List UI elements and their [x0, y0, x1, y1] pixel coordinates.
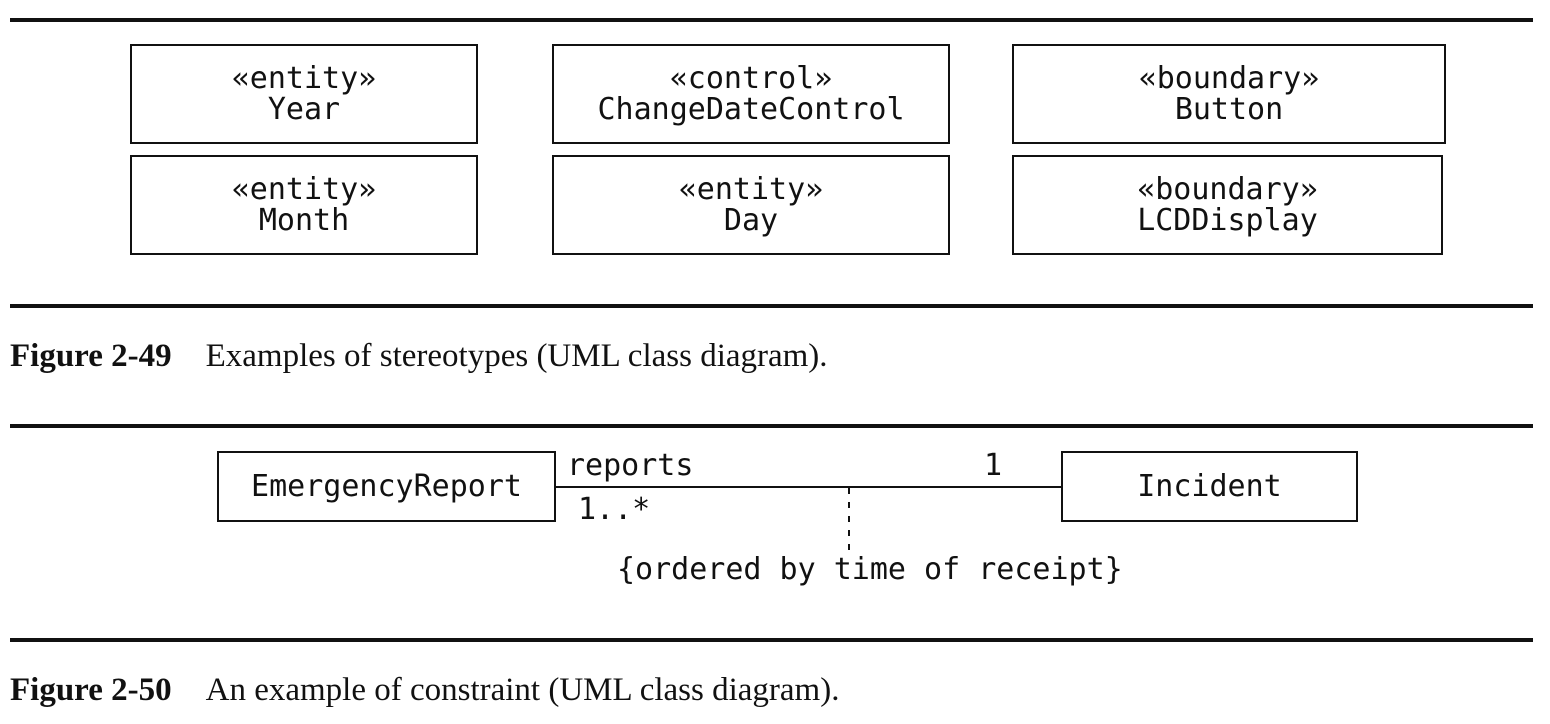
class-name: Day: [723, 203, 779, 238]
stereotype-label: «entity»: [231, 172, 377, 207]
figure-caption-text: Examples of stereotypes (UML class diagr…: [205, 338, 828, 374]
bottom-rule-fig49: [10, 304, 1533, 308]
class-box-month: «entity» Month: [130, 155, 478, 255]
figure-caption-2-49: Figure 2-49 Examples of stereotypes (UML …: [10, 340, 828, 373]
class-box-emergency-report: EmergencyReport: [217, 451, 556, 522]
class-name: Month: [258, 203, 350, 238]
constraint-label: {ordered by time of receipt}: [617, 552, 1123, 587]
stereotype-label: «control»: [669, 61, 833, 96]
class-name: Year: [267, 92, 341, 127]
class-name: Button: [1174, 92, 1284, 127]
class-name: ChangeDateControl: [597, 92, 905, 127]
stereotype-label: «entity»: [231, 61, 377, 96]
figure-caption-text: An example of constraint (UML class diag…: [205, 672, 840, 708]
class-box-incident: Incident: [1061, 451, 1358, 522]
class-box-lcd-display: «boundary» LCDDisplay: [1012, 155, 1443, 255]
stereotype-label: «boundary»: [1138, 61, 1320, 96]
right-multiplicity-label: 1: [984, 448, 1003, 483]
class-name: Incident: [1137, 469, 1282, 504]
class-name: LCDDisplay: [1137, 203, 1318, 238]
class-box-day: «entity» Day: [552, 155, 950, 255]
class-name: EmergencyReport: [251, 469, 522, 504]
left-multiplicity-label: 1..*: [578, 492, 651, 527]
class-box-change-date-control: «control» ChangeDateControl: [552, 44, 950, 144]
stereotype-label: «entity»: [678, 172, 824, 207]
stereotype-label: «boundary»: [1137, 172, 1318, 207]
top-rule-fig50: [10, 424, 1533, 428]
class-box-year: «entity» Year: [130, 44, 478, 144]
figure-caption-2-50: Figure 2-50 An example of constraint (UML…: [10, 674, 839, 707]
bottom-rule-fig50: [10, 638, 1533, 642]
class-box-button: «boundary» Button: [1012, 44, 1446, 144]
figure-number: Figure 2-50: [10, 672, 172, 708]
role-name-label: reports: [567, 448, 694, 483]
figure-number: Figure 2-49: [10, 338, 172, 374]
top-rule-fig49: [10, 18, 1533, 22]
